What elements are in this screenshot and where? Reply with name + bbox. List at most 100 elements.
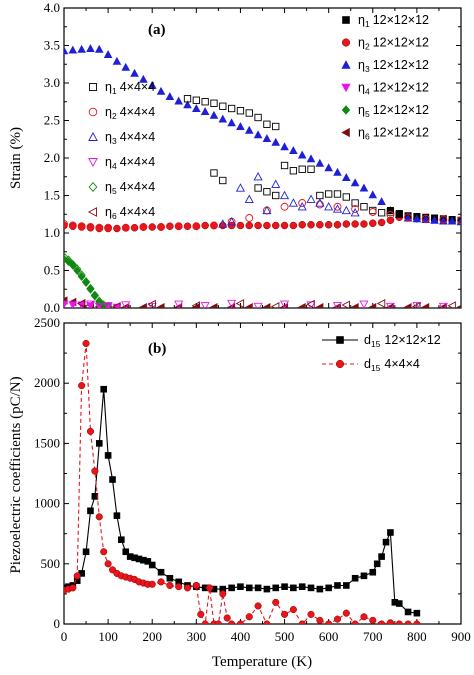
data-point	[144, 558, 152, 565]
data-point	[456, 217, 461, 226]
data-point	[254, 584, 262, 592]
data-point	[333, 221, 342, 229]
data-point	[281, 583, 288, 590]
data-point	[421, 214, 430, 223]
panel-b-xtick-label: 200	[142, 629, 162, 644]
data-point	[457, 216, 461, 225]
legend-entry: η6 12×12×12	[341, 126, 429, 142]
data-point	[359, 183, 369, 192]
panel-b-marks	[64, 339, 421, 624]
panel-b-xtick-label: 500	[275, 629, 295, 644]
data-point	[253, 302, 263, 308]
data-point	[139, 74, 148, 83]
data-point	[369, 219, 377, 227]
data-point	[68, 221, 77, 230]
panel-a-ytick-label: 2.0	[44, 150, 60, 165]
data-point	[113, 224, 121, 233]
data-point	[157, 223, 165, 231]
data-point	[219, 102, 227, 110]
data-point	[385, 302, 395, 308]
data-point	[192, 104, 201, 112]
data-point	[254, 184, 262, 192]
data-point	[206, 584, 214, 592]
legend-marker	[336, 336, 344, 344]
panel-b-xlabel: Temperature (K)	[212, 654, 312, 670]
legend-marker	[88, 131, 98, 141]
data-point	[183, 95, 192, 103]
data-point	[315, 302, 324, 308]
data-point	[395, 620, 403, 624]
data-point	[86, 427, 95, 435]
data-point	[82, 548, 90, 556]
data-point	[289, 146, 298, 154]
data-point	[298, 620, 306, 624]
data-point	[244, 194, 254, 203]
data-point	[218, 219, 228, 228]
data-point	[64, 252, 69, 262]
data-point	[373, 560, 381, 568]
legend-label: η3 4×4×4	[105, 130, 155, 146]
panel-a-ytick-label: 1.5	[44, 188, 60, 203]
data-point	[404, 213, 413, 222]
data-point	[69, 584, 77, 592]
legend-label: η6 12×12×12	[358, 126, 429, 142]
data-point	[298, 583, 306, 590]
legend-label: η5 4×4×4	[105, 180, 155, 196]
data-point	[236, 620, 244, 624]
data-point	[332, 302, 343, 308]
panel-b-ytick-label: 1000	[34, 496, 60, 511]
data-point	[77, 270, 86, 280]
series-line	[64, 389, 417, 614]
legend-entry: d15 4×4×4	[322, 357, 420, 373]
data-point	[333, 615, 342, 623]
data-point	[298, 165, 306, 173]
data-point	[307, 165, 315, 173]
data-point	[315, 200, 324, 209]
data-point	[121, 301, 131, 308]
data-point	[104, 560, 112, 568]
data-point	[262, 205, 272, 215]
data-point	[281, 610, 289, 618]
legend-label: η3 12×12×12	[358, 58, 429, 74]
data-point	[175, 583, 183, 591]
data-point	[81, 277, 91, 287]
series-eta3_12	[64, 44, 404, 218]
data-point	[174, 96, 183, 105]
data-point	[325, 190, 333, 198]
data-point	[297, 302, 306, 308]
data-point	[103, 50, 113, 59]
data-point	[228, 584, 235, 592]
data-point	[148, 580, 156, 588]
series-d15_4	[64, 339, 421, 624]
data-point	[315, 158, 325, 167]
data-point	[263, 221, 271, 230]
data-point	[280, 202, 289, 211]
data-point	[289, 606, 297, 614]
legend-entry: η1 4×4×4	[89, 80, 155, 96]
data-point	[77, 44, 86, 53]
data-point	[103, 302, 113, 308]
data-point	[130, 224, 139, 232]
data-point	[201, 221, 209, 230]
data-point	[218, 114, 228, 123]
data-point	[183, 100, 192, 109]
data-point	[236, 122, 245, 130]
data-point	[201, 98, 209, 106]
legend-label: η4 4×4×4	[105, 155, 155, 171]
data-point	[148, 223, 156, 231]
data-point	[210, 169, 218, 177]
data-point	[351, 199, 359, 207]
data-point	[263, 120, 271, 128]
legend-marker	[88, 182, 98, 192]
data-point	[342, 173, 351, 181]
panel-b-ylabel: Piezoelectric coefficients (pC/N)	[8, 376, 24, 573]
data-point	[121, 62, 131, 71]
legend-marker	[341, 60, 351, 69]
legend-marker	[341, 83, 351, 93]
data-point	[100, 548, 108, 556]
data-point	[77, 222, 86, 231]
data-point	[262, 134, 272, 142]
data-point	[100, 385, 107, 393]
data-point	[306, 154, 316, 163]
